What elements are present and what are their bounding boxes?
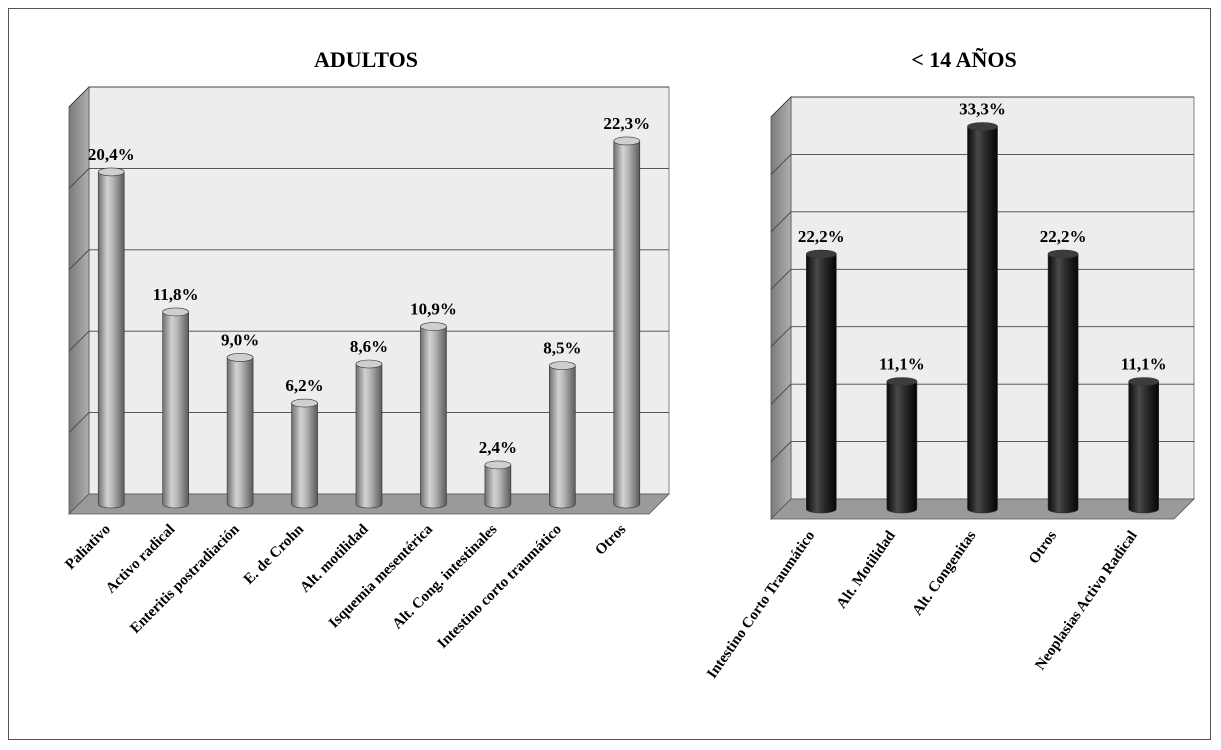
category-label: Isquemia mesentérica [326, 521, 436, 631]
data-label: 22,2% [1040, 227, 1087, 246]
category-label: Otros [1026, 528, 1060, 567]
gridline [770, 153, 1194, 175]
data-label: 6,2% [285, 376, 323, 395]
bar [805, 249, 837, 514]
category-label: E. de Crohn [241, 521, 308, 588]
bar [1047, 249, 1079, 514]
data-label: 20,4% [88, 145, 135, 164]
data-label: 22,3% [603, 114, 650, 133]
bar [420, 322, 447, 509]
category-label: Alt. Congenitas [909, 528, 979, 619]
side-wall [770, 96, 792, 520]
figure-frame: ADULTOS 20,4% 11,8% 9,0% 6,2% 8,6% 10,9% 2,4% 8… [8, 8, 1211, 740]
bar [1128, 377, 1159, 514]
data-label: 10,9% [410, 300, 457, 319]
bar [226, 353, 254, 509]
gridline [68, 412, 669, 433]
category-label: Enteritis postradiación [127, 521, 243, 637]
plot-area [68, 86, 670, 515]
chart-menores-14: < 14 AÑOS 22,2% 11,1% 33,3% 22,2% 11,1% Inte… [704, 47, 1195, 682]
bar [613, 136, 641, 509]
gridline [68, 330, 669, 352]
category-label: Alt. Cong. intestinales [390, 521, 501, 632]
side-wall [68, 86, 90, 515]
data-label: 11,1% [1121, 355, 1167, 374]
category-labels: Intestino Corto Traumático Alt. Motilidad… [704, 528, 1141, 682]
plot-area [770, 96, 1195, 520]
data-label: 2,4% [479, 438, 517, 457]
bar [291, 398, 318, 509]
data-label: 8,5% [543, 339, 581, 358]
category-label: Alt. Motilidad [834, 528, 900, 612]
category-label: Paliativo [62, 522, 113, 573]
category-label: Intestino Corto Traumático [704, 528, 818, 681]
charts-svg: ADULTOS 20,4% 11,8% 9,0% 6,2% 8,6% 10,9% 2,4% 8… [62, 47, 1195, 682]
data-label: 22,2% [798, 227, 845, 246]
data-label: 9,0% [221, 330, 259, 349]
chart-title: ADULTOS [314, 47, 418, 72]
bar [162, 307, 189, 509]
bar [97, 167, 125, 509]
category-label: Otros [592, 521, 629, 558]
gridline [68, 249, 669, 271]
value-labels: 20,4% 11,8% 9,0% 6,2% 8,6% 10,9% 2,4% 8,5% 22,3% [88, 114, 650, 457]
gridline [68, 167, 669, 189]
data-label: 11,1% [879, 355, 925, 374]
bar [967, 122, 998, 514]
chart-title: < 14 AÑOS [911, 47, 1016, 72]
value-labels: 22,2% 11,1% 33,3% 22,2% 11,1% [798, 100, 1167, 374]
bar [549, 361, 576, 509]
chart-adultos: ADULTOS 20,4% 11,8% 9,0% 6,2% 8,6% 10,9% 2,4% 8… [62, 47, 670, 652]
data-label: 11,8% [153, 285, 199, 304]
bar [355, 359, 383, 509]
data-label: 33,3% [959, 100, 1006, 119]
gridline [68, 86, 669, 108]
bar [886, 377, 918, 514]
gridline [770, 96, 1194, 118]
gridline [770, 211, 1194, 233]
category-label: Intestino corto traumático [435, 522, 565, 652]
data-label: 8,6% [350, 337, 388, 356]
bar [484, 460, 512, 509]
